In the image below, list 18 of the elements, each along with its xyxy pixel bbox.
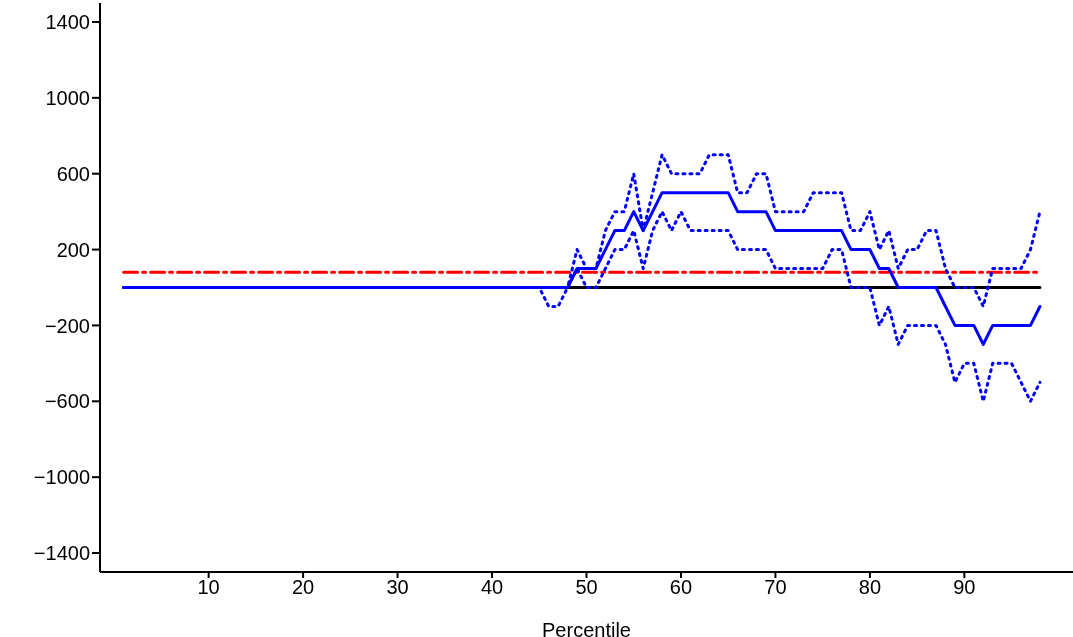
x-tick-label: 60: [669, 576, 693, 599]
x-tick-label: 10: [197, 576, 220, 599]
x-tick-label: 20: [291, 576, 315, 599]
x-axis-title: Percentile: [542, 619, 631, 637]
x-tick-label: 70: [764, 576, 787, 599]
y-tick-label: −1000: [33, 466, 90, 489]
x-tick-label: 80: [858, 576, 882, 599]
x-tick-label: 90: [953, 576, 976, 599]
y-tick-label: 1000: [45, 86, 90, 109]
x-tick-label: 40: [480, 576, 504, 599]
x-tick-label: 50: [575, 576, 598, 599]
x-tick-label: 30: [386, 576, 409, 599]
y-tick-label: −1400: [33, 542, 90, 565]
y-tick-label: −600: [44, 390, 90, 413]
y-tick-label: 200: [56, 238, 90, 261]
y-tick-label: 1400: [45, 11, 90, 34]
y-tick-label: −200: [44, 314, 90, 337]
y-tick-label: 600: [56, 162, 90, 185]
